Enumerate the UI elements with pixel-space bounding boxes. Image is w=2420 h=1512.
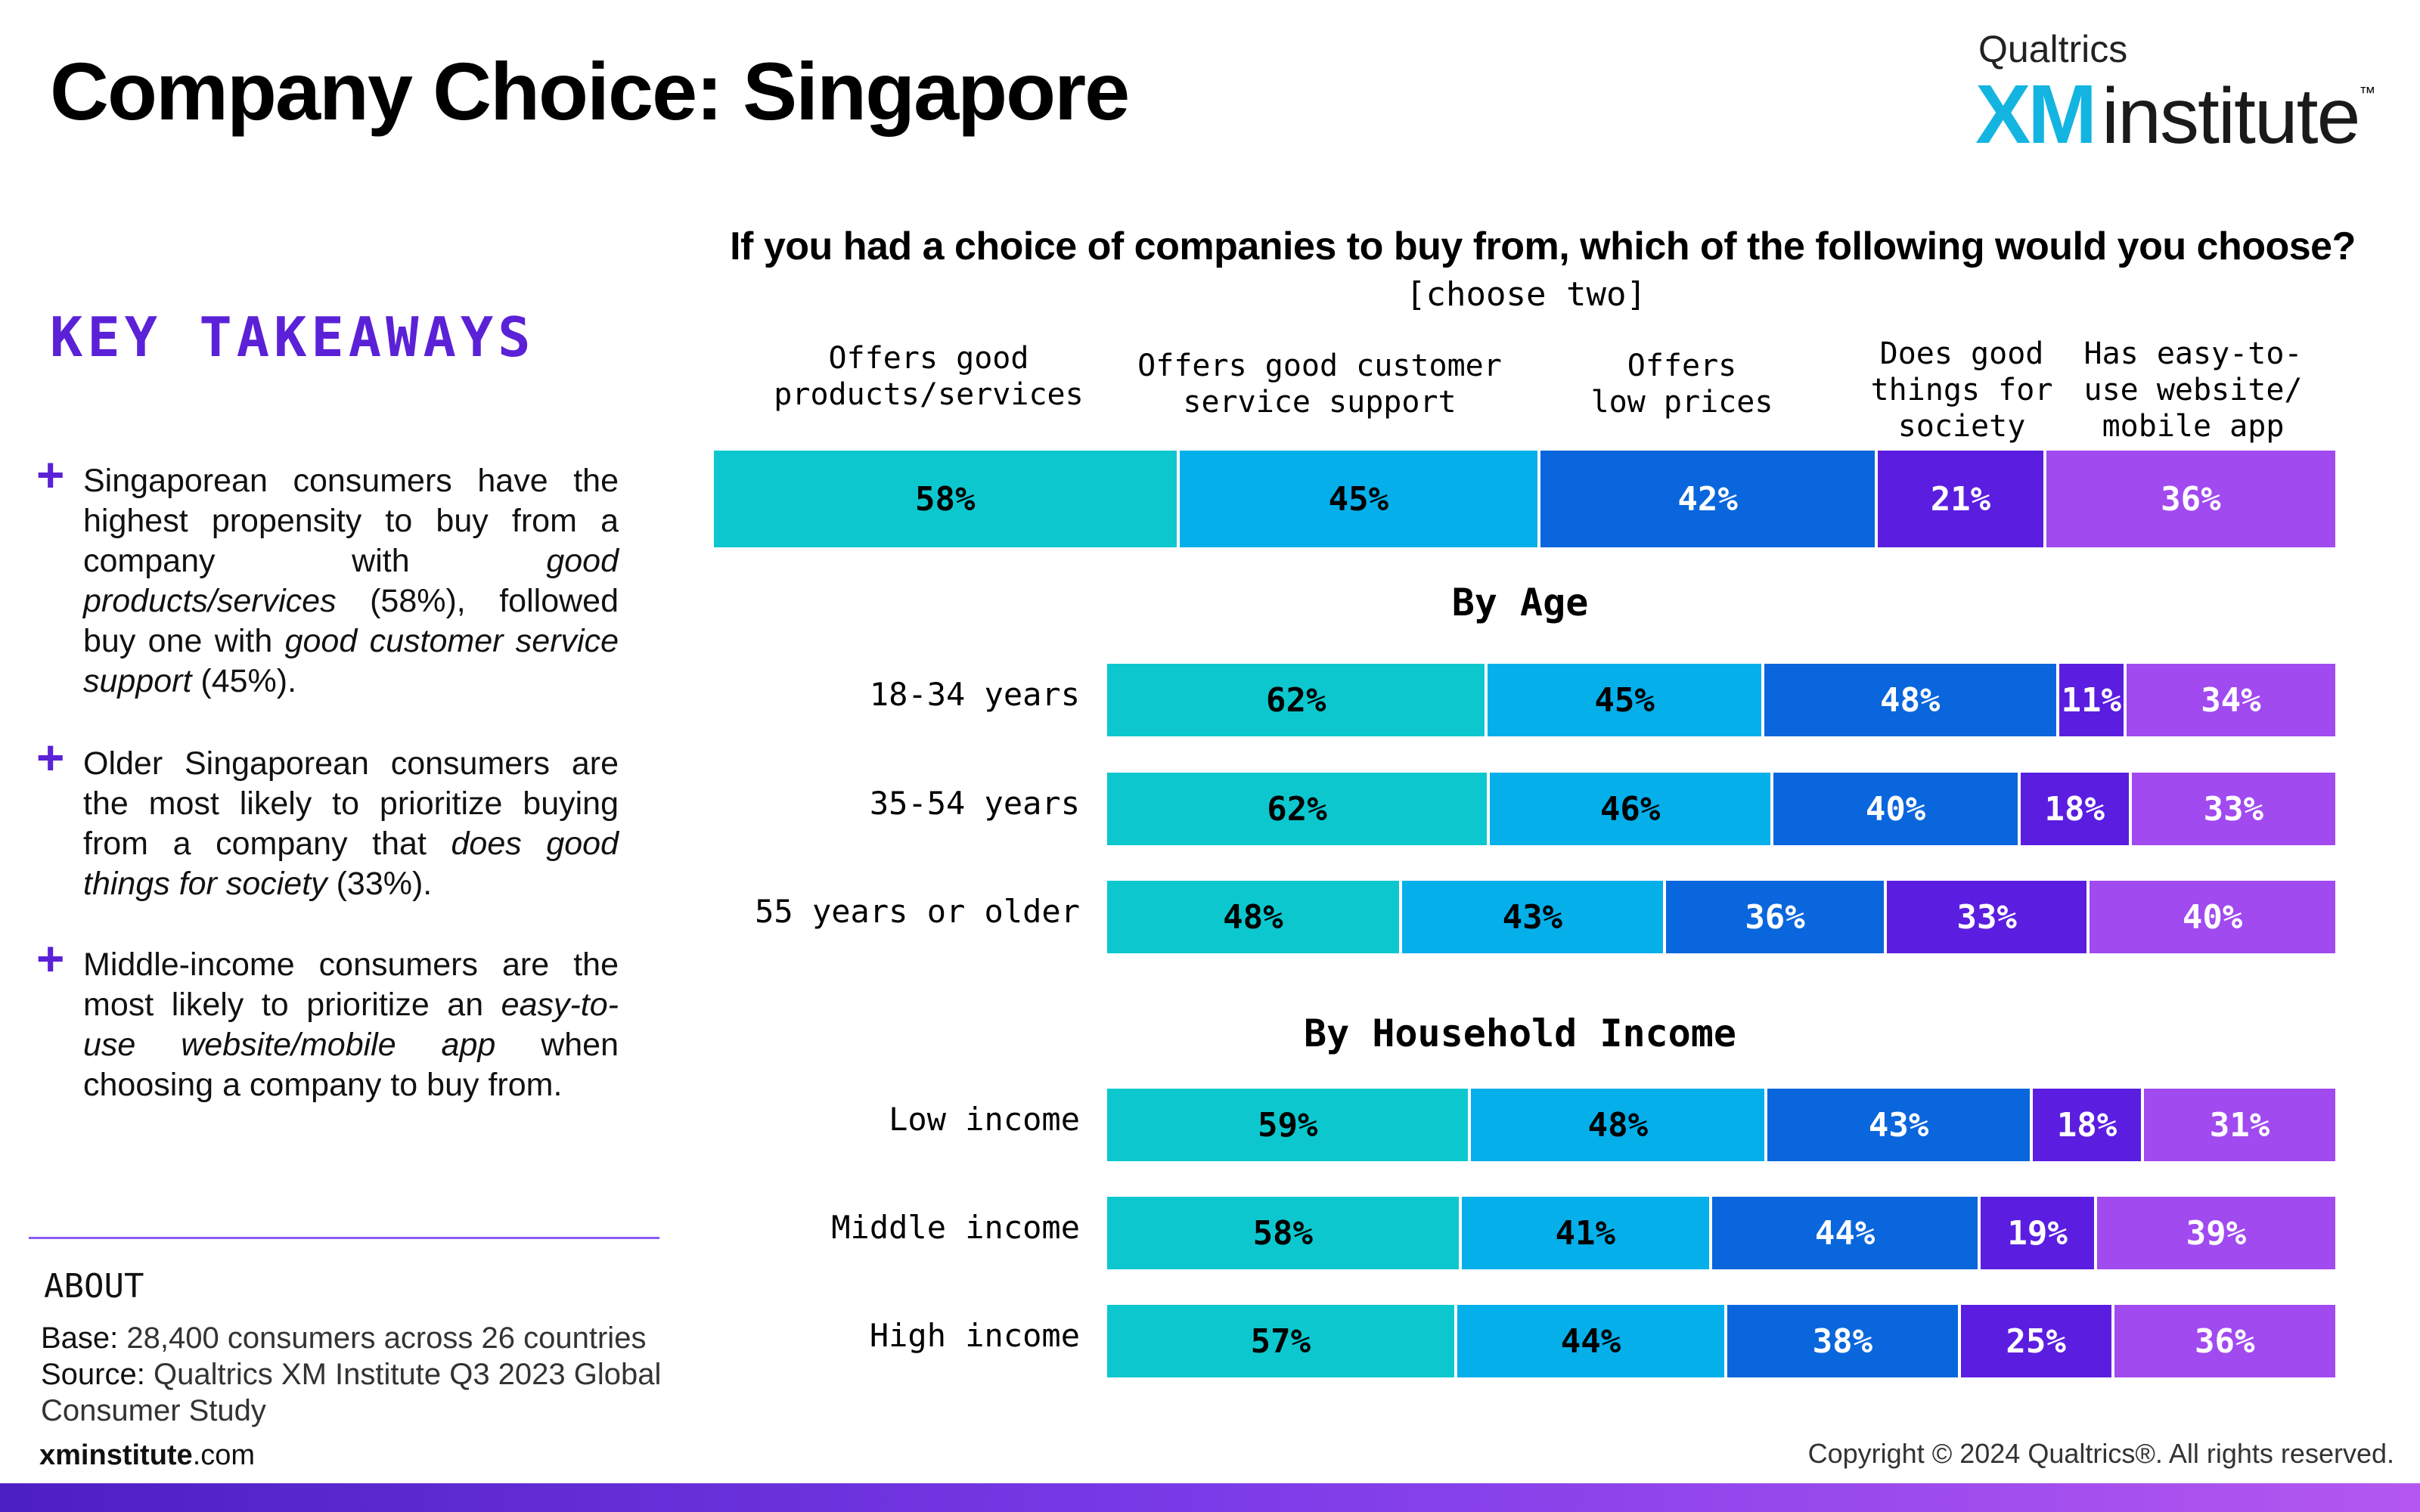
row-label: 35-54 years	[869, 785, 1080, 822]
row-label: 55 years or older	[755, 893, 1080, 930]
bar-segment: 38%	[1727, 1305, 1961, 1377]
takeaway-item: + Older Singaporean consumers are the mo…	[36, 733, 619, 904]
bar-segment: 31%	[2143, 1089, 2335, 1161]
copyright-text: Copyright © 2024 Qualtrics®. All rights …	[1807, 1438, 2394, 1469]
bar-segment: 42%	[1540, 451, 1878, 547]
about-base: Base: 28,400 consumers across 26 countri…	[41, 1321, 646, 1356]
logo-xm: XM	[1975, 68, 2097, 161]
takeaway-item: + Middle-income consumers are the most l…	[36, 934, 619, 1105]
plus-icon: +	[36, 448, 65, 502]
takeaway-text: Older Singaporean consumers are the most…	[83, 745, 619, 902]
website-domain: xminstitute	[39, 1439, 193, 1471]
plus-icon: +	[36, 730, 65, 785]
bar-segment: 44%	[1457, 1305, 1728, 1377]
category-header: Offers good customer service support	[1137, 349, 1502, 420]
stacked-bar: 58% 45% 42% 21% 36%	[714, 451, 2335, 547]
bar-segment: 62%	[1107, 773, 1490, 845]
bar-segment: 44%	[1711, 1197, 1981, 1269]
stacked-bar: 48% 43% 36% 33% 40%	[1107, 881, 2335, 953]
row-label: 18-34 years	[869, 676, 1080, 713]
stacked-bar: 62% 45% 48% 11% 34%	[1107, 664, 2335, 736]
bar-segment: 48%	[1471, 1089, 1768, 1161]
category-header: Offers good products/services	[774, 341, 1084, 412]
website-link[interactable]: xminstitute.com	[39, 1439, 255, 1472]
takeaway-fragment: (33%).	[327, 866, 433, 902]
about-heading: ABOUT	[44, 1267, 144, 1306]
bar-segment: 57%	[1107, 1305, 1457, 1377]
bar-segment: 48%	[1107, 881, 1402, 953]
page-title: Company Choice: Singapore	[50, 45, 1130, 137]
bar-segment: 58%	[1107, 1197, 1462, 1269]
takeaway-fragment: (45%).	[191, 663, 297, 699]
logo-institute: institute	[2102, 73, 2360, 160]
row-label: Low income	[889, 1101, 1080, 1138]
bar-segment: 39%	[2096, 1197, 2335, 1269]
logo-trademark: ™	[2359, 83, 2376, 102]
website-tld: .com	[192, 1439, 256, 1471]
footer-gradient-bar	[0, 1483, 2420, 1512]
takeaway-text: Middle-income consumers are the most lik…	[83, 947, 619, 1103]
logo-company-name: Qualtrics	[1978, 28, 2128, 70]
plus-icon: +	[36, 931, 65, 986]
bar-segment: 46%	[1489, 773, 1774, 845]
bar-segment: 36%	[2046, 451, 2335, 547]
takeaway-text: Singaporean consumers have the highest p…	[83, 463, 619, 699]
about-source-continued: Consumer Study	[41, 1394, 266, 1427]
bar-segment: 45%	[1488, 664, 1764, 736]
bar-segment: 43%	[1767, 1089, 2034, 1161]
bar-segment: 21%	[1877, 451, 2046, 547]
bar-segment: 58%	[714, 451, 1180, 547]
bar-segment: 34%	[2126, 664, 2335, 736]
base-label: Base:	[41, 1321, 119, 1355]
takeaway-item: + Singaporean consumers have the highest…	[36, 451, 619, 702]
category-header: Does good things for society	[1870, 336, 2053, 444]
takeaway-fragment: Singaporean consumers have the highest p…	[83, 463, 619, 579]
takeaway-emphasis: does good things for society	[83, 826, 619, 902]
takeaway-fragment: (58%), followed buy one with	[83, 583, 619, 659]
takeaway-fragment: Middle-income consumers are the most lik…	[83, 947, 619, 1023]
takeaway-fragment: Older Singaporean consumers are the most…	[83, 745, 619, 862]
stacked-bar: 59% 48% 43% 18% 31%	[1107, 1089, 2335, 1161]
logo-wordmark: XMinstitute™	[1975, 67, 2375, 163]
bar-segment: 19%	[1981, 1197, 2097, 1269]
takeaway-fragment: when choosing a company to buy from.	[83, 1027, 619, 1103]
about-source: Source: Qualtrics XM Institute Q3 2023 G…	[41, 1358, 661, 1392]
category-header: Has easy-to- use website/ mobile app	[2083, 336, 2303, 444]
category-header: Offers low prices	[1590, 349, 1773, 420]
bar-segment: 40%	[2090, 881, 2335, 953]
section-title: By Age	[1451, 581, 1589, 624]
row-label: High income	[869, 1317, 1080, 1354]
stacked-bar: 57% 44% 38% 25% 36%	[1107, 1305, 2335, 1377]
bar-segment: 11%	[2059, 664, 2127, 736]
bar-segment: 33%	[1887, 881, 2090, 953]
bar-segment: 43%	[1401, 881, 1666, 953]
bar-segment: 48%	[1764, 664, 2059, 736]
bar-segment: 18%	[2020, 773, 2132, 845]
chart-title: If you had a choice of companies to buy …	[730, 225, 2356, 268]
takeaway-emphasis: easy-to-use website/mobile app	[83, 987, 619, 1063]
stacked-bar: 58% 41% 44% 19% 39%	[1107, 1197, 2335, 1269]
bar-segment: 40%	[1773, 773, 2021, 845]
bar-segment: 59%	[1107, 1089, 1472, 1161]
row-label: Middle income	[831, 1209, 1080, 1246]
qualtrics-xm-institute-logo: Qualtrics XMinstitute™	[1975, 27, 2384, 161]
base-text: 28,400 consumers across 26 countries	[118, 1321, 647, 1355]
divider	[29, 1237, 659, 1239]
bar-segment: 36%	[1665, 881, 1888, 953]
bar-segment: 25%	[1960, 1305, 2114, 1377]
takeaway-emphasis: good customer service support	[83, 623, 619, 699]
takeaway-emphasis: good products/services	[83, 543, 619, 619]
bar-segment: 36%	[2114, 1305, 2335, 1377]
bar-segment: 33%	[2131, 773, 2335, 845]
source-label: Source:	[41, 1358, 145, 1391]
bar-segment: 62%	[1107, 664, 1488, 736]
source-text: Qualtrics XM Institute Q3 2023 Global	[144, 1358, 662, 1391]
bar-segment: 45%	[1179, 451, 1541, 547]
key-takeaways-heading: KEY TAKEAWAYS	[50, 305, 535, 369]
chart-subtitle: [choose two]	[1406, 275, 1646, 314]
bar-segment: 41%	[1461, 1197, 1712, 1269]
stacked-bar: 62% 46% 40% 18% 33%	[1107, 773, 2335, 845]
bar-segment: 18%	[2033, 1089, 2144, 1161]
section-title: By Household Income	[1304, 1012, 1736, 1055]
